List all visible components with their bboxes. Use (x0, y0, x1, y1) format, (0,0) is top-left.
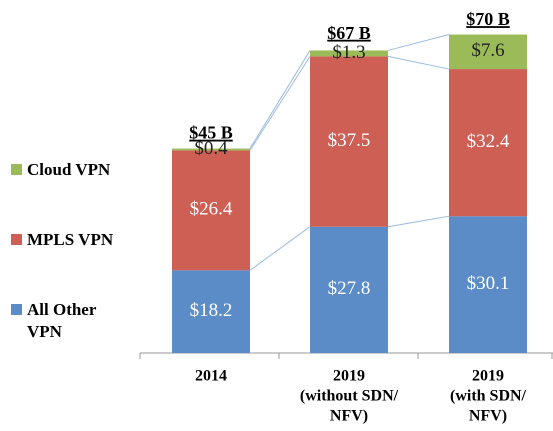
connector (249, 56, 311, 151)
bar-segment (172, 270, 250, 353)
x-tick-label: 2014 (195, 368, 227, 385)
legend-swatch (11, 234, 22, 245)
connector (249, 50, 311, 149)
bar-segment (449, 216, 527, 353)
x-tick-label: NFV) (330, 408, 368, 425)
value-label: $32.4 (467, 131, 510, 152)
total-label: $67 B (327, 23, 371, 43)
bar-segment (449, 69, 527, 217)
connector (387, 215, 450, 228)
connector (387, 34, 450, 51)
x-tick-label: NFV) (469, 408, 507, 425)
bar-segment (449, 34, 527, 70)
value-label: $18.2 (190, 300, 233, 321)
connector (249, 226, 311, 271)
value-label: $7.6 (471, 40, 504, 61)
value-label: $26.4 (190, 199, 233, 220)
legend-swatch (11, 304, 22, 315)
bar-segment (172, 150, 250, 271)
legend-label: MPLS VPN (27, 230, 114, 249)
legend-swatch (11, 164, 22, 175)
total-label: $45 B (189, 123, 233, 143)
connector (387, 55, 450, 70)
value-label: $30.1 (467, 273, 510, 294)
x-tick-label: 2019 (333, 368, 365, 385)
legend-label: All Other VPN (27, 300, 97, 341)
bar-segment (310, 50, 388, 57)
total-label: $70 B (466, 9, 510, 29)
value-label: $27.8 (328, 278, 371, 299)
x-tick-label: 2019 (472, 368, 504, 385)
value-label: $0.4 (194, 138, 228, 159)
x-tick-label: (without SDN/ (300, 388, 399, 405)
bar-segment (310, 226, 388, 353)
value-label: $1.3 (332, 42, 365, 63)
legend-label: Cloud VPN (27, 160, 111, 179)
value-label: $37.5 (328, 130, 371, 151)
bar-segment (310, 56, 388, 227)
bar-segment (172, 148, 250, 151)
x-tick-label: (with SDN/ (450, 388, 527, 405)
